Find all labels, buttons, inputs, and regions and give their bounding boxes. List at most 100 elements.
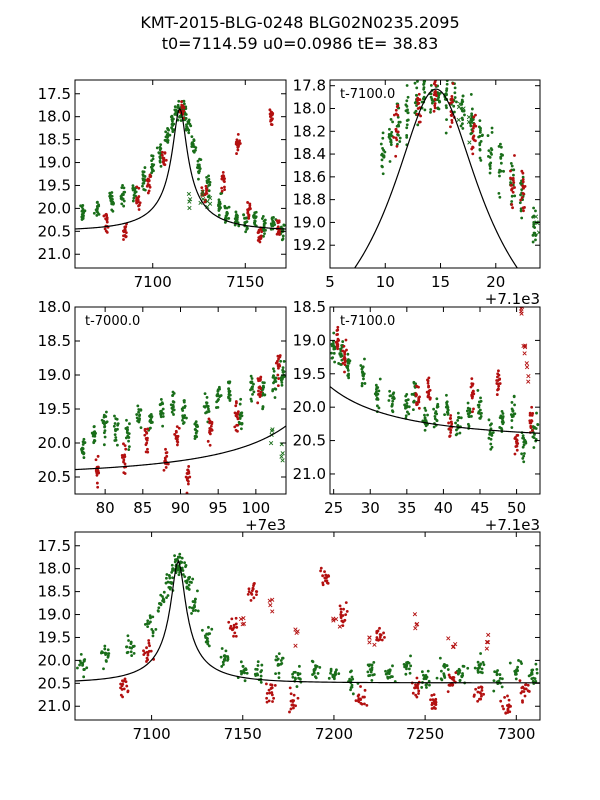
data-point — [378, 377, 382, 381]
data-point — [337, 672, 341, 676]
panel-top-left: 7100 7150 17.5 18.0 18.5 19.0 19.5 20.0 20.5 21.0 — [38, 79, 287, 291]
data-point — [175, 425, 179, 429]
y-tick-label: 20.0 — [38, 199, 71, 217]
data-point — [108, 191, 112, 195]
data-point — [217, 200, 221, 204]
data-point-cross — [372, 642, 377, 647]
data-point — [432, 109, 436, 113]
data-point — [228, 393, 232, 397]
data-point — [448, 434, 452, 438]
data-point — [185, 491, 189, 494]
data-point-cross — [456, 117, 461, 122]
data-point — [148, 185, 152, 189]
data-point — [223, 188, 226, 192]
data-point — [188, 580, 192, 584]
data-point — [146, 436, 149, 440]
data-point — [159, 412, 162, 416]
data-point — [272, 381, 275, 385]
data-point — [79, 652, 83, 656]
data-point — [103, 647, 107, 651]
data-point — [361, 370, 365, 374]
data-point — [228, 397, 232, 401]
data-point — [186, 479, 190, 483]
data-point — [374, 383, 378, 387]
data-point — [186, 476, 190, 480]
data-point-cross — [461, 106, 466, 111]
data-point — [115, 417, 119, 421]
data-point — [146, 447, 149, 451]
data-point — [165, 573, 169, 576]
data-point-cross — [522, 351, 527, 356]
data-point — [514, 677, 518, 681]
data-point — [295, 685, 299, 688]
data-point — [519, 181, 522, 185]
data-point — [338, 352, 342, 355]
data-point — [148, 173, 152, 177]
data-point — [499, 145, 503, 149]
data-point — [375, 638, 379, 642]
data-point — [488, 171, 492, 175]
data-point — [173, 105, 177, 109]
data-point — [391, 399, 395, 403]
data-point — [121, 679, 124, 683]
data-point — [327, 574, 331, 578]
model-curve — [330, 386, 540, 434]
data-point — [387, 399, 391, 402]
data-point — [277, 671, 281, 675]
data-point — [488, 430, 492, 434]
data-point — [379, 633, 383, 637]
data-point — [268, 108, 272, 112]
data-point — [397, 123, 400, 127]
data-point — [388, 127, 391, 131]
data-point — [461, 672, 464, 675]
y-tick-label: 18.8 — [293, 191, 326, 209]
data-point — [142, 653, 146, 657]
data-point — [350, 675, 354, 679]
data-point — [467, 415, 471, 418]
data-point — [139, 426, 143, 430]
data-point — [177, 426, 181, 430]
data-point-cross — [205, 199, 210, 204]
data-point — [197, 177, 200, 181]
data-point — [339, 616, 343, 619]
data-point — [433, 97, 437, 101]
data-point — [279, 378, 283, 382]
data-point — [209, 424, 213, 428]
data-point — [378, 626, 381, 630]
data-point — [252, 582, 256, 586]
data-point — [150, 154, 154, 158]
data-point — [97, 212, 101, 216]
data-point — [417, 396, 421, 400]
data-point — [273, 378, 277, 382]
plot-area — [75, 99, 286, 244]
data-point — [349, 688, 352, 692]
data-point — [423, 406, 427, 410]
data-point — [244, 230, 248, 234]
data-point — [100, 418, 104, 422]
data-point — [460, 98, 464, 102]
data-point — [123, 462, 127, 466]
data-point — [220, 665, 224, 668]
data-point — [135, 413, 139, 416]
data-point — [392, 136, 396, 139]
data-point — [458, 678, 462, 682]
data-point — [276, 664, 280, 667]
data-point — [423, 90, 427, 94]
data-point-cross — [484, 646, 489, 651]
data-point — [281, 237, 285, 241]
data-point — [336, 344, 340, 348]
data-point — [199, 158, 203, 162]
data-point — [499, 142, 502, 146]
data-point — [453, 91, 457, 95]
data-point-cross — [467, 140, 472, 145]
data-point — [478, 148, 482, 152]
data-point — [260, 663, 264, 667]
data-point — [170, 582, 174, 585]
data-point — [247, 214, 251, 218]
panel-bottom: 7100 7150 7200 7250 7300 17.5 18.0 18.5 19.0 19.5… — [38, 531, 541, 743]
data-point — [524, 683, 528, 687]
data-point — [277, 230, 281, 233]
data-point — [498, 174, 501, 178]
data-point — [428, 66, 431, 69]
data-point — [503, 695, 506, 699]
